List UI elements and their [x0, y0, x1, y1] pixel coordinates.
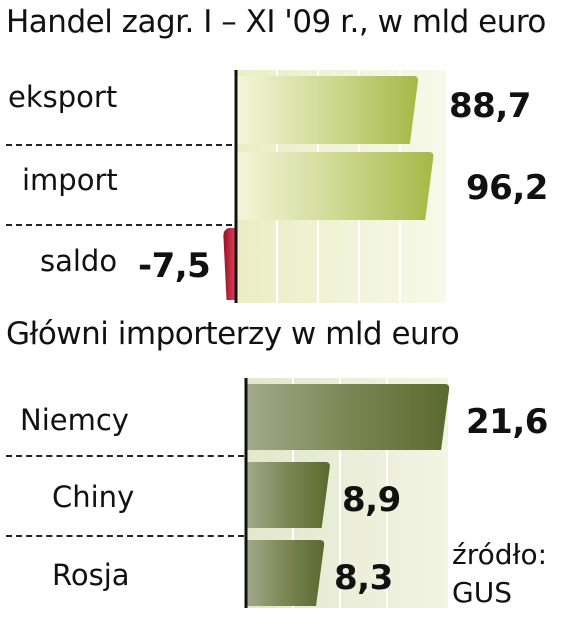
separator-line [6, 535, 244, 537]
category-label-saldo: saldo [40, 244, 118, 278]
chart-title-importers: Główni importerzy w mld euro [6, 316, 460, 352]
value-label-eksport: 88,7 [449, 86, 531, 126]
source-note: źródło: GUS [452, 536, 547, 612]
source-name: GUS [452, 576, 512, 609]
category-label-chiny: Chiny [52, 480, 135, 514]
value-label-saldo: -7,5 [138, 246, 211, 286]
bar-saldo [223, 228, 236, 300]
bar-Chiny [246, 462, 330, 528]
value-label-niemcy: 21,6 [466, 402, 548, 442]
value-label-chiny: 8,9 [342, 480, 401, 520]
bar-import [236, 152, 434, 220]
category-label-eksport: eksport [8, 80, 118, 114]
category-label-import: import [22, 163, 118, 197]
bar-Niemcy [246, 384, 450, 450]
bar-Rosja [246, 540, 325, 606]
category-label-niemcy: Niemcy [20, 403, 129, 437]
chart-title-trade: Handel zagr. I – XI '09 r., w mld euro [6, 4, 546, 40]
value-label-rosja: 8,3 [334, 558, 393, 598]
value-label-import: 96,2 [466, 168, 548, 208]
separator-line [6, 144, 232, 146]
separator-line [6, 455, 244, 457]
bar-eksport [236, 76, 419, 144]
source-label: źródło: [452, 538, 548, 571]
category-label-rosja: Rosja [52, 558, 130, 592]
separator-line [6, 224, 232, 226]
